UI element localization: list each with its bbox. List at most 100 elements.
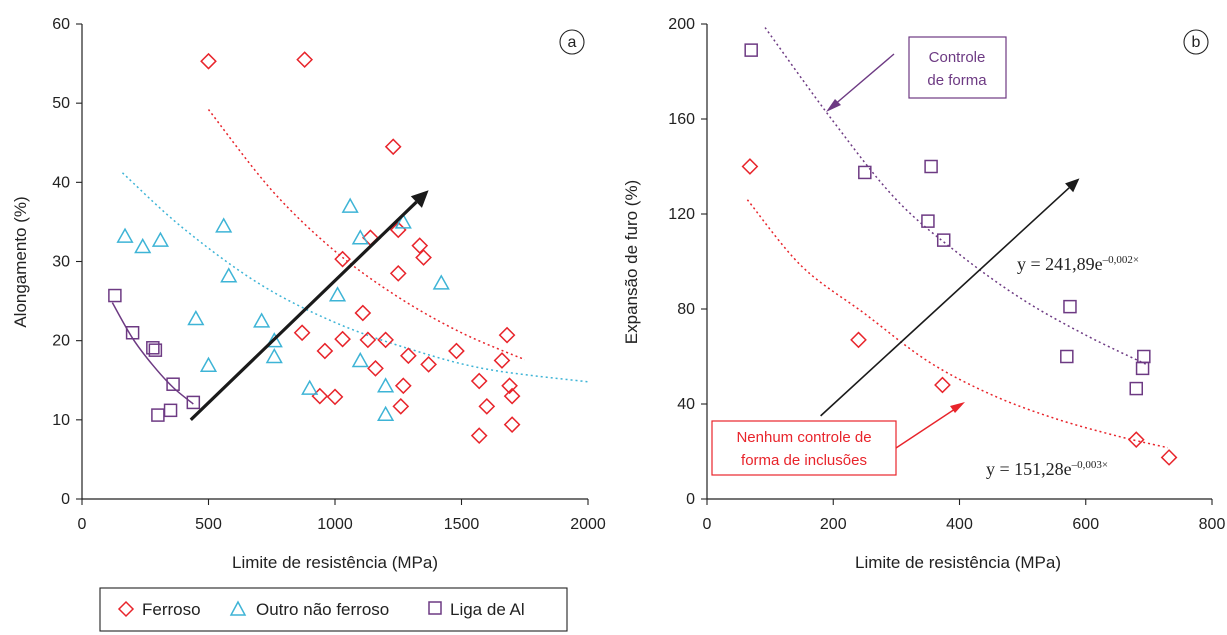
- panel-a-trend-arrow-head: [410, 190, 429, 208]
- panel-b-square-point: [1063, 299, 1077, 314]
- panel-a-diamond-point: [354, 304, 372, 322]
- equation-lower-exponent: –0,003×: [1071, 459, 1108, 471]
- panel-a-diamond-point: [394, 377, 412, 395]
- panel-b-square-point: [858, 165, 872, 180]
- panel-a-diamond-point: [326, 388, 344, 406]
- legend-item-outro-nao-ferroso: Outro não ferroso: [229, 600, 389, 619]
- no-control-line2: forma de inclusões: [741, 452, 867, 469]
- panel-a-triangle-point: [351, 351, 369, 368]
- panel-a-diamond-point: [498, 326, 516, 344]
- legend-item-liga-de-al: Liga de Al: [428, 600, 525, 619]
- panel-b-square-point: [921, 214, 935, 228]
- panel-b-diamond-point: [1160, 449, 1178, 466]
- panel-a-label: a: [568, 34, 577, 51]
- panel-b-y-tick-label: 160: [668, 111, 695, 128]
- panel-a-triangle-point: [351, 229, 369, 245]
- panel-a-triangle-point: [301, 379, 319, 395]
- shape-control-line1: Controle: [929, 49, 986, 66]
- panel-b-trend-arrow-shaft: [820, 187, 1070, 417]
- panel-a-triangle-point: [341, 197, 359, 213]
- panel-b-x-tick-label: 0: [703, 516, 712, 533]
- panel-b: 0 200 400 600 800 0 40 80 120 160 200 Limite de re…: [622, 16, 1225, 572]
- panel-b-square-point: [1060, 349, 1074, 364]
- panel-a-diamond-point: [415, 249, 432, 266]
- panel-b-x-tick-label: 600: [1072, 516, 1099, 533]
- panel-a-diamond-point: [411, 237, 429, 255]
- panel-a-diamond-point: [389, 265, 407, 282]
- panel-a-diamond-point: [200, 52, 217, 70]
- legend-label-outro-nao-ferroso: Outro não ferroso: [256, 600, 389, 619]
- panel-a-y-tick-label: 20: [52, 333, 70, 350]
- panel-a-triangle-point: [377, 405, 395, 422]
- panel-a-triangle-point: [265, 332, 283, 348]
- panel-b-square-point: [924, 159, 938, 174]
- equation-upper: y = 241,89e–0,002×: [1017, 254, 1139, 274]
- panel-a-diamond-point: [384, 138, 402, 156]
- panel-a-y-tick-label: 40: [52, 174, 70, 191]
- shape-control-box: [908, 36, 1007, 99]
- panel-b-y-tick-label: 120: [668, 206, 695, 223]
- legend-triangle-marker: [229, 600, 247, 616]
- panel-a-square-point: [146, 341, 160, 355]
- panel-a-diamond-point: [501, 377, 518, 395]
- panel-a-x-tick-label: 500: [195, 516, 222, 533]
- panel-a-diamond-point: [334, 250, 351, 268]
- panel-a-y-tick-label: 60: [52, 16, 70, 33]
- panel-a-diamond-point: [367, 360, 384, 377]
- no-control-pointer: [895, 406, 959, 449]
- panel-b-diamond-point: [1127, 431, 1145, 448]
- panel-a-diamond-point: [359, 331, 377, 349]
- panel-a-trendline: [121, 172, 589, 383]
- panel-b-square-point: [1129, 381, 1143, 396]
- panel-b-y-label: Expansão de furo (%): [622, 180, 641, 344]
- panel-a-diamond-point: [420, 356, 437, 373]
- panel-a-diamond-point: [296, 51, 314, 68]
- legend-label-ferroso: Ferroso: [142, 600, 201, 619]
- no-control-line1: Nenhum controle de: [736, 429, 871, 446]
- panel-b-diamond-point: [850, 331, 867, 349]
- equation-lower: y = 151,28e–0,003×: [986, 459, 1108, 479]
- panel-b-label-circle: [1183, 29, 1209, 55]
- panel-a-square-point: [163, 403, 178, 418]
- panel-a-triangle-point: [215, 217, 233, 233]
- panel-a-triangle-point: [328, 286, 347, 302]
- panel-a-square-point: [148, 343, 163, 357]
- panel-a-diamond-point: [334, 330, 351, 348]
- panel-a-triangle-point: [151, 231, 170, 247]
- panel-a-diamond-point: [400, 347, 417, 365]
- panel-a-triangle-point: [116, 227, 134, 243]
- panel-b-square-point: [744, 43, 758, 57]
- panel-b-trendline: [764, 27, 1147, 365]
- panel-a-square-point: [108, 288, 122, 303]
- panel-a-x-tick-label: 1500: [444, 516, 480, 533]
- equation-upper-prefix: y = 241,89e: [1017, 254, 1103, 274]
- panel-b-label: b: [1192, 34, 1201, 51]
- panel-b-square-point: [1137, 349, 1151, 364]
- legend-square-marker: [428, 601, 442, 615]
- no-control-pointer-head: [950, 402, 965, 413]
- panel-b-trendline: [746, 199, 1168, 449]
- panel-b-square-point: [936, 233, 951, 247]
- panel-a-diamond-point: [503, 416, 521, 433]
- legend-box: [99, 587, 568, 632]
- panel-a-diamond-point: [493, 352, 511, 369]
- panel-a-triangle-point: [265, 347, 283, 364]
- panel-b-x-tick-label: 400: [946, 516, 973, 533]
- shape-control-pointer: [832, 53, 895, 107]
- no-control-box: [711, 420, 897, 476]
- shape-control-line2: de forma: [927, 72, 987, 89]
- panel-a-y-tick-label: 50: [52, 95, 70, 112]
- panel-b-x-label: Limite de resistência (MPa): [855, 553, 1061, 572]
- panel-b-y-tick-label: 0: [686, 491, 695, 508]
- panel-a: 0 500 1000 1500 2000 0 10 20 30 40 50 60 Limite de …: [11, 16, 606, 572]
- panel-a-y-tick-label: 10: [52, 412, 70, 429]
- panel-a-diamond-point: [392, 398, 410, 415]
- panel-b-diamond-point: [741, 158, 759, 175]
- panel-a-x-tick-label: 2000: [570, 516, 606, 533]
- panel-a-diamond-point: [293, 324, 311, 342]
- panel-a-triangle-point: [432, 274, 450, 290]
- panel-b-x-tick-label: 800: [1199, 516, 1226, 533]
- panel-b-y-tick-label: 40: [677, 396, 695, 413]
- panel-a-y-label: Alongamento (%): [11, 196, 30, 327]
